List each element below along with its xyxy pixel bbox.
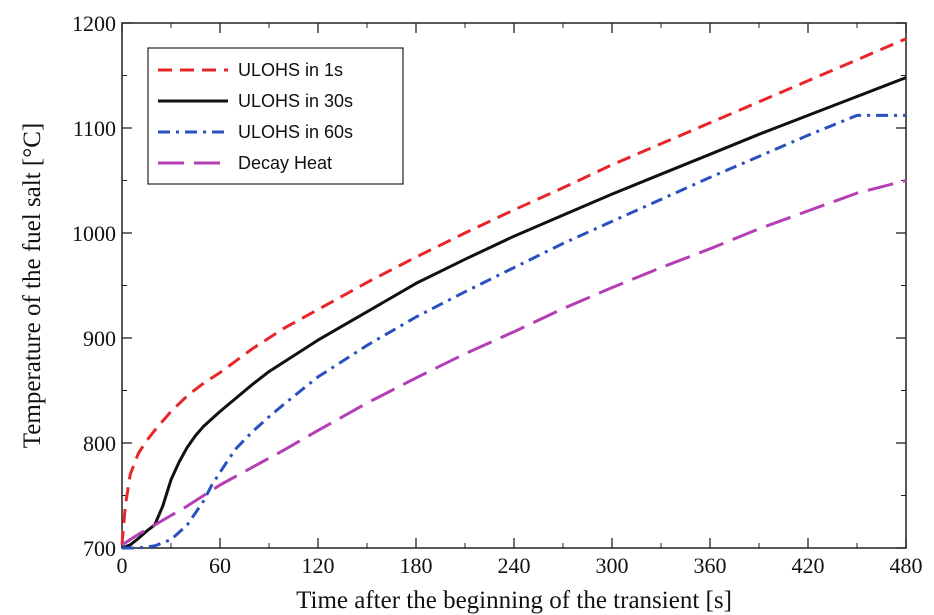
x-tick-label: 420 <box>792 553 825 578</box>
y-tick-label: 1100 <box>73 116 116 141</box>
x-tick-label: 300 <box>596 553 629 578</box>
legend-label: ULOHS in 60s <box>238 122 353 142</box>
legend-label: ULOHS in 30s <box>238 91 353 111</box>
legend-label: Decay Heat <box>238 153 332 173</box>
x-tick-label: 60 <box>209 553 231 578</box>
y-axis-label: Temperature of the fuel salt [°C] <box>19 123 46 448</box>
y-tick-label: 900 <box>83 326 116 351</box>
y-tick-label: 1000 <box>72 221 116 246</box>
x-tick-label: 120 <box>302 553 335 578</box>
y-tick-label: 700 <box>83 536 116 561</box>
legend-label: ULOHS in 1s <box>238 60 343 80</box>
x-tick-label: 360 <box>694 553 727 578</box>
legend: ULOHS in 1s ULOHS in 30s ULOHS in 60s Decay… <box>147 47 404 185</box>
x-tick-label: 480 <box>890 553 923 578</box>
series-line-3 <box>122 113 906 550</box>
x-tick-label: 180 <box>400 553 433 578</box>
series-group <box>120 37 907 550</box>
series-line-2 <box>121 76 907 550</box>
y-tick-label: 800 <box>83 431 116 456</box>
series-line-1 <box>120 37 907 546</box>
series-line-4 <box>121 179 907 547</box>
x-tick-label: 240 <box>498 553 531 578</box>
x-axis-label: Time after the beginning of the transien… <box>296 587 732 614</box>
axes: 0 60 120 180 240 300 360 420 480 700 800 900 1000 110… <box>72 11 923 578</box>
y-tick-label: 1200 <box>72 11 116 36</box>
x-tick-label: 0 <box>117 553 128 578</box>
